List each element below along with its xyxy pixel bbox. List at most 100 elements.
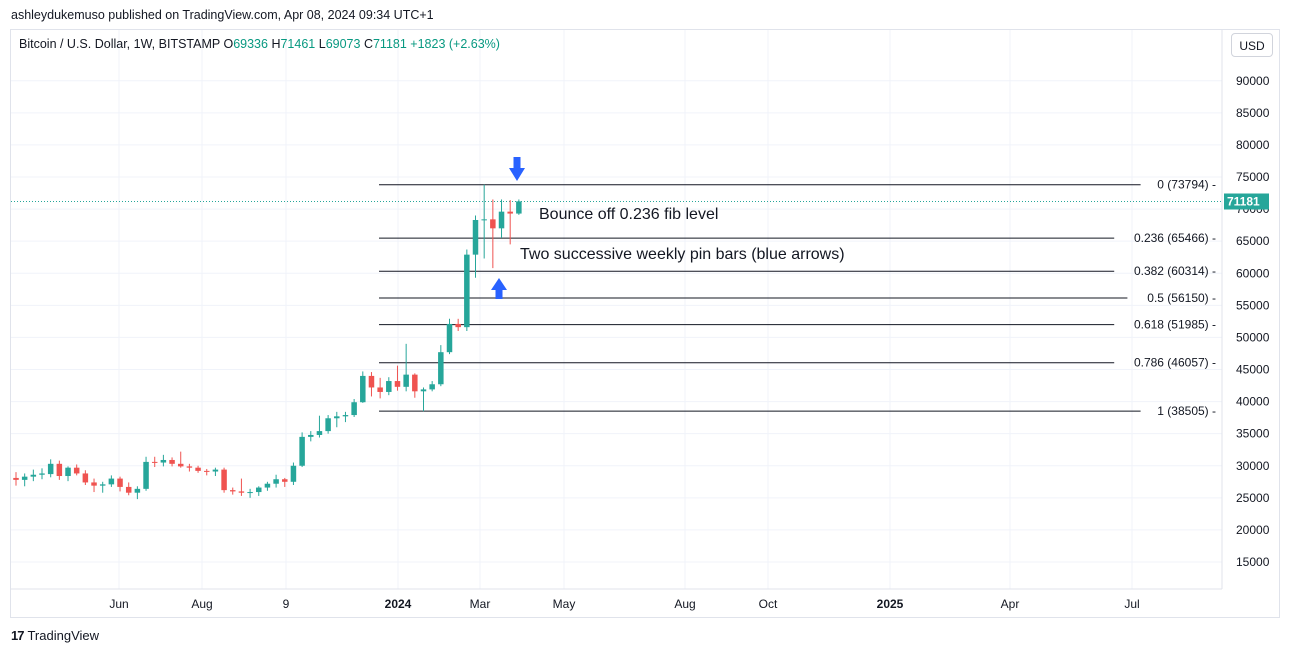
candle-body[interactable] (481, 219, 487, 221)
candle-body[interactable] (273, 479, 279, 484)
candle-body[interactable] (472, 219, 479, 255)
x-tick-label: Jun (109, 597, 128, 611)
annotation-bounce: Bounce off 0.236 fib level (539, 206, 718, 223)
candle-body[interactable] (39, 473, 45, 475)
candle-body[interactable] (316, 431, 323, 435)
x-tick-label: 2025 (877, 597, 904, 611)
chart-frame[interactable]: 15000 20000 25000 30000 35000 40000 45000 50000… (10, 29, 1280, 618)
candle-body[interactable] (47, 463, 54, 475)
candle-body[interactable] (360, 375, 366, 403)
candle-body[interactable] (334, 416, 340, 419)
candle-body[interactable] (65, 467, 71, 477)
tradingview-logo-icon: 17 (11, 628, 25, 643)
down-arrow-icon (509, 157, 525, 181)
candle-body[interactable] (403, 374, 409, 387)
fib-level-label: 0.382 (60314) - (1134, 264, 1216, 278)
candle-body[interactable] (464, 254, 470, 328)
up-arrow-icon (491, 278, 507, 299)
candle-body[interactable] (290, 465, 297, 482)
candle-body[interactable] (256, 487, 262, 493)
candle-body[interactable] (177, 463, 184, 467)
candle-body[interactable] (91, 482, 97, 486)
low-label: L (318, 37, 326, 51)
candle-body[interactable] (342, 415, 349, 417)
fib-level-label: 0.236 (65466) - (1134, 231, 1216, 245)
x-tick-label: 2024 (385, 597, 412, 611)
candle-body[interactable] (21, 476, 28, 480)
x-tick-label: Apr (1001, 597, 1020, 611)
candle-body[interactable] (308, 434, 314, 437)
candle-body[interactable] (56, 463, 63, 477)
candle-body[interactable] (394, 381, 401, 387)
high-label: H (271, 37, 281, 51)
fib-level-label: 0.786 (46057) - (1134, 356, 1216, 370)
x-tick-label: May (553, 597, 576, 611)
candle-body[interactable] (412, 374, 418, 392)
ohlc-legend: Bitcoin / U.S. Dollar, 1W, BITSTAMP O693… (19, 37, 500, 51)
candle-body[interactable] (143, 461, 149, 489)
high-value: 71461 (280, 37, 316, 51)
candle-body[interactable] (221, 469, 227, 491)
close-value: 71181 (372, 37, 407, 51)
y-tick-label: 20000 (1236, 523, 1270, 537)
y-tick-label: 45000 (1236, 363, 1270, 377)
y-tick-label: 90000 (1236, 74, 1270, 88)
candle-body[interactable] (325, 418, 331, 432)
candle-body[interactable] (498, 211, 505, 229)
candle-body[interactable] (99, 484, 106, 486)
candle-body[interactable] (82, 473, 89, 483)
candle-body[interactable] (134, 488, 141, 493)
candle-body[interactable] (299, 436, 305, 466)
open-value: 69336 (233, 37, 268, 51)
candle-body[interactable] (438, 352, 444, 385)
candle-body[interactable] (13, 477, 19, 480)
x-tick-label: 9 (283, 597, 290, 611)
low-value: 69073 (325, 37, 361, 51)
fib-level-label: 0.5 (56150) - (1147, 291, 1216, 305)
candle-body[interactable] (351, 402, 357, 416)
candle-body[interactable] (238, 491, 245, 493)
candle-body[interactable] (73, 467, 80, 474)
candle-body[interactable] (264, 483, 271, 488)
candle-body[interactable] (420, 389, 427, 392)
candle-body[interactable] (507, 211, 513, 214)
candle-body[interactable] (203, 470, 210, 472)
candle-body[interactable] (195, 467, 201, 471)
current-price-badge (1224, 193, 1269, 210)
candle-body[interactable] (160, 459, 167, 463)
candle-body[interactable] (446, 323, 453, 353)
y-tick-label: 40000 (1236, 395, 1270, 409)
current-price-label: 71181 (1227, 195, 1260, 209)
close-label: C (363, 37, 373, 51)
candle-body[interactable] (125, 486, 132, 493)
tradingview-brand: TradingView (27, 628, 100, 643)
candle-body[interactable] (247, 492, 253, 494)
candle-body[interactable] (108, 478, 115, 485)
fib-level-label: 0.618 (51985) - (1134, 318, 1216, 332)
candle-body[interactable] (30, 474, 37, 477)
candle-body[interactable] (151, 461, 158, 463)
candle-body[interactable] (117, 478, 123, 487)
candle-body[interactable] (377, 387, 383, 392)
candle-body[interactable] (386, 381, 392, 392)
candle-body[interactable] (212, 469, 219, 472)
y-tick-label: 60000 (1236, 266, 1270, 280)
candle-body[interactable] (516, 201, 522, 214)
y-tick-label: 35000 (1236, 427, 1270, 441)
candle-body[interactable] (429, 384, 435, 390)
candle-body[interactable] (455, 323, 461, 328)
y-tick-label: 80000 (1236, 138, 1270, 152)
candle-body[interactable] (282, 479, 288, 482)
candle-body[interactable] (169, 459, 175, 464)
x-tick-label: Mar (470, 597, 491, 611)
publisher-caption: ashleydukemuso published on TradingView.… (11, 8, 434, 22)
candle-body[interactable] (186, 466, 193, 468)
candle-body[interactable] (490, 219, 496, 229)
currency-button[interactable]: USD (1231, 33, 1273, 57)
y-tick-label: 50000 (1236, 330, 1270, 344)
candle-body[interactable] (368, 375, 375, 388)
x-tick-label: Jul (1124, 597, 1139, 611)
price-chart[interactable]: 15000 20000 25000 30000 35000 40000 45000 50000… (11, 30, 1279, 617)
candle-body[interactable] (230, 490, 236, 492)
y-tick-label: 75000 (1236, 170, 1270, 184)
